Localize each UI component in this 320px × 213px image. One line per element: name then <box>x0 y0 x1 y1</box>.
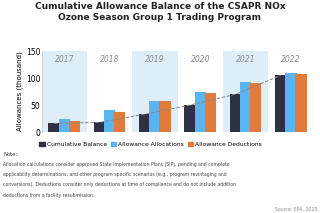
Bar <box>139 114 150 132</box>
Bar <box>132 51 178 132</box>
Bar <box>159 101 171 132</box>
Bar <box>195 92 206 132</box>
Bar <box>42 51 87 132</box>
Text: 2019: 2019 <box>145 55 165 65</box>
Bar <box>250 83 261 132</box>
Bar <box>178 51 223 132</box>
Text: 2017: 2017 <box>54 55 74 65</box>
Bar <box>205 93 216 132</box>
Text: 2021: 2021 <box>236 55 255 65</box>
Bar <box>149 101 161 132</box>
Text: applicability determinations, and other program specific scenarios (e.g., progra: applicability determinations, and other … <box>3 172 227 177</box>
Text: Note:: Note: <box>3 152 17 157</box>
Bar <box>87 51 132 132</box>
Text: Cumulative Allowance Balance of the CSAPR NOx
Ozone Season Group 1 Trading Progr: Cumulative Allowance Balance of the CSAP… <box>35 2 285 22</box>
Bar <box>59 119 70 132</box>
Text: Source: EPA, 2023: Source: EPA, 2023 <box>275 207 317 212</box>
Bar <box>223 51 268 132</box>
Y-axis label: Allowances (thousand): Allowances (thousand) <box>16 52 23 131</box>
Text: conversions). Deductions consider only deductions at time of compliance and do n: conversions). Deductions consider only d… <box>3 182 236 187</box>
Bar <box>240 82 251 132</box>
Text: 2022: 2022 <box>281 55 301 65</box>
Bar <box>295 74 307 132</box>
Legend: Cumulative Balance, Allowance Allocations, Allowance Deductions: Cumulative Balance, Allowance Allocation… <box>39 141 262 147</box>
Bar <box>69 121 80 132</box>
Bar <box>114 112 125 132</box>
Text: Allocation calculations consider approved State Implementation Plans (SIP), pend: Allocation calculations consider approve… <box>3 162 230 167</box>
Text: 2018: 2018 <box>100 55 119 65</box>
Bar <box>184 105 196 132</box>
Bar <box>104 111 115 132</box>
Text: deductions from a facility resubmission.: deductions from a facility resubmission. <box>3 193 95 197</box>
Bar <box>268 51 314 132</box>
Text: 2020: 2020 <box>190 55 210 65</box>
Bar <box>230 94 241 132</box>
Bar <box>48 123 60 132</box>
Bar <box>94 122 105 132</box>
Bar <box>275 75 286 132</box>
Bar <box>285 73 297 132</box>
